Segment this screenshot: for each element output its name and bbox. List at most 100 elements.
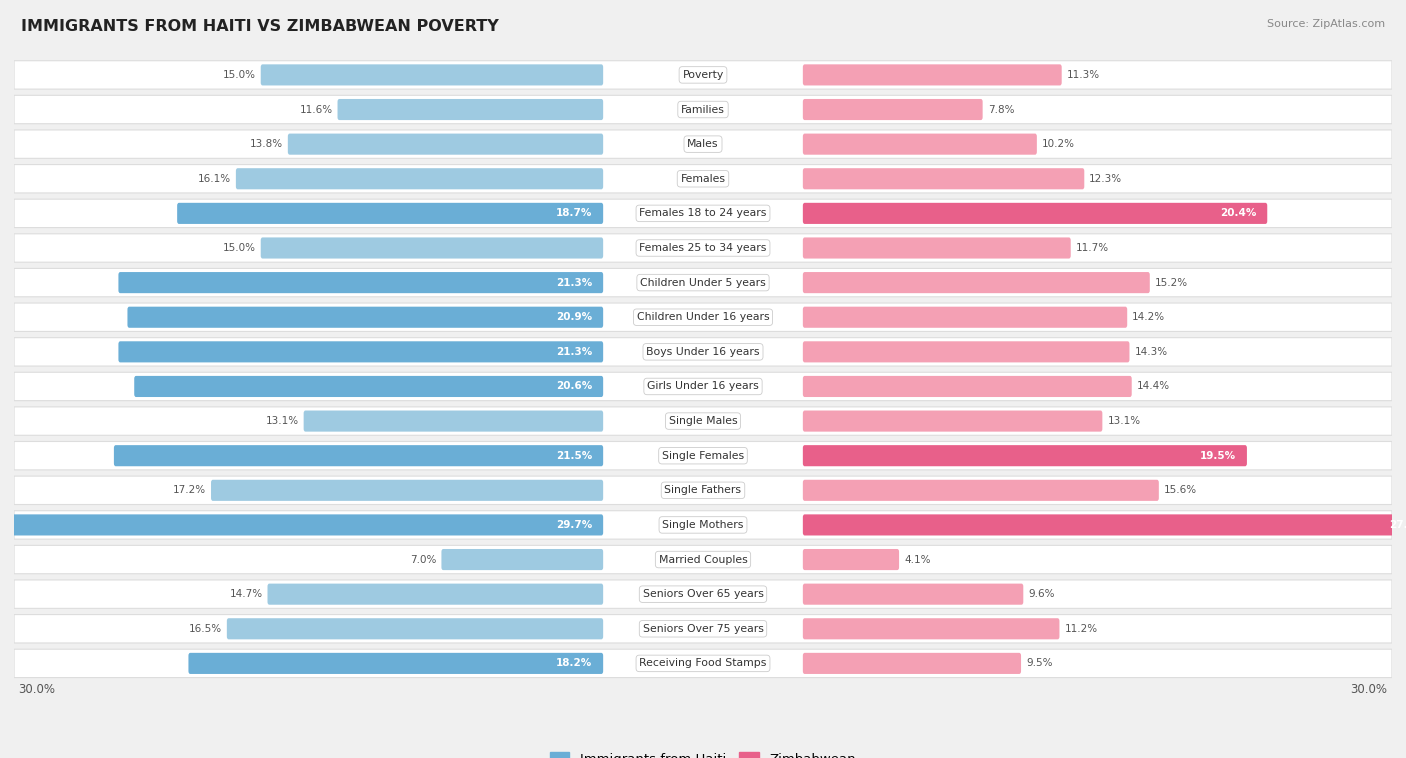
Text: Married Couples: Married Couples — [658, 555, 748, 565]
Text: 16.1%: 16.1% — [198, 174, 231, 183]
FancyBboxPatch shape — [803, 515, 1406, 535]
FancyBboxPatch shape — [14, 511, 1392, 539]
FancyBboxPatch shape — [14, 96, 1392, 124]
FancyBboxPatch shape — [14, 130, 1392, 158]
Text: 9.6%: 9.6% — [1028, 589, 1054, 599]
Text: Poverty: Poverty — [682, 70, 724, 80]
FancyBboxPatch shape — [803, 64, 1062, 86]
FancyBboxPatch shape — [260, 64, 603, 86]
FancyBboxPatch shape — [803, 133, 1036, 155]
FancyBboxPatch shape — [260, 237, 603, 258]
Text: IMMIGRANTS FROM HAITI VS ZIMBABWEAN POVERTY: IMMIGRANTS FROM HAITI VS ZIMBABWEAN POVE… — [21, 19, 499, 34]
FancyBboxPatch shape — [803, 203, 1267, 224]
Text: 14.3%: 14.3% — [1135, 347, 1167, 357]
Text: 11.6%: 11.6% — [299, 105, 333, 114]
Text: Single Males: Single Males — [669, 416, 737, 426]
Text: 13.1%: 13.1% — [266, 416, 298, 426]
Text: 14.7%: 14.7% — [229, 589, 263, 599]
Text: 18.7%: 18.7% — [555, 208, 592, 218]
Text: 15.0%: 15.0% — [222, 70, 256, 80]
Text: 15.2%: 15.2% — [1154, 277, 1188, 287]
Text: 17.2%: 17.2% — [173, 485, 207, 495]
FancyBboxPatch shape — [14, 199, 1392, 227]
FancyBboxPatch shape — [14, 372, 1392, 401]
Text: 9.5%: 9.5% — [1026, 659, 1053, 669]
Text: Seniors Over 65 years: Seniors Over 65 years — [643, 589, 763, 599]
Text: Children Under 16 years: Children Under 16 years — [637, 312, 769, 322]
Text: 11.7%: 11.7% — [1076, 243, 1109, 253]
FancyBboxPatch shape — [14, 303, 1392, 331]
FancyBboxPatch shape — [803, 584, 1024, 605]
FancyBboxPatch shape — [14, 649, 1392, 678]
FancyBboxPatch shape — [14, 164, 1392, 193]
Text: 21.3%: 21.3% — [555, 277, 592, 287]
FancyBboxPatch shape — [441, 549, 603, 570]
Text: 21.3%: 21.3% — [555, 347, 592, 357]
FancyBboxPatch shape — [177, 203, 603, 224]
FancyBboxPatch shape — [14, 615, 1392, 643]
FancyBboxPatch shape — [803, 168, 1084, 190]
Text: 20.6%: 20.6% — [555, 381, 592, 391]
Text: 30.0%: 30.0% — [1350, 683, 1388, 696]
FancyBboxPatch shape — [14, 441, 1392, 470]
Text: 13.1%: 13.1% — [1108, 416, 1140, 426]
Text: 12.3%: 12.3% — [1090, 174, 1122, 183]
Text: Receiving Food Stamps: Receiving Food Stamps — [640, 659, 766, 669]
Text: 19.5%: 19.5% — [1199, 451, 1236, 461]
Text: Females 25 to 34 years: Females 25 to 34 years — [640, 243, 766, 253]
FancyBboxPatch shape — [211, 480, 603, 501]
Text: Females: Females — [681, 174, 725, 183]
Text: Females 18 to 24 years: Females 18 to 24 years — [640, 208, 766, 218]
Text: Males: Males — [688, 139, 718, 149]
FancyBboxPatch shape — [14, 337, 1392, 366]
FancyBboxPatch shape — [14, 580, 1392, 609]
Text: 20.4%: 20.4% — [1220, 208, 1257, 218]
Text: 14.4%: 14.4% — [1136, 381, 1170, 391]
FancyBboxPatch shape — [0, 515, 603, 535]
Text: 14.2%: 14.2% — [1132, 312, 1166, 322]
Legend: Immigrants from Haiti, Zimbabwean: Immigrants from Haiti, Zimbabwean — [544, 747, 862, 758]
Text: 20.9%: 20.9% — [557, 312, 592, 322]
FancyBboxPatch shape — [803, 341, 1129, 362]
Text: 11.2%: 11.2% — [1064, 624, 1098, 634]
FancyBboxPatch shape — [803, 411, 1102, 431]
FancyBboxPatch shape — [128, 307, 603, 327]
FancyBboxPatch shape — [304, 411, 603, 431]
Text: Source: ZipAtlas.com: Source: ZipAtlas.com — [1267, 19, 1385, 29]
FancyBboxPatch shape — [134, 376, 603, 397]
Text: Boys Under 16 years: Boys Under 16 years — [647, 347, 759, 357]
FancyBboxPatch shape — [267, 584, 603, 605]
FancyBboxPatch shape — [14, 407, 1392, 435]
FancyBboxPatch shape — [14, 233, 1392, 262]
FancyBboxPatch shape — [14, 545, 1392, 574]
FancyBboxPatch shape — [803, 307, 1128, 327]
Text: 30.0%: 30.0% — [18, 683, 56, 696]
FancyBboxPatch shape — [803, 653, 1021, 674]
FancyBboxPatch shape — [14, 61, 1392, 89]
FancyBboxPatch shape — [803, 480, 1159, 501]
Text: 11.3%: 11.3% — [1067, 70, 1099, 80]
Text: 7.8%: 7.8% — [987, 105, 1014, 114]
Text: 27.9%: 27.9% — [1389, 520, 1406, 530]
Text: Girls Under 16 years: Girls Under 16 years — [647, 381, 759, 391]
Text: Families: Families — [681, 105, 725, 114]
Text: Seniors Over 75 years: Seniors Over 75 years — [643, 624, 763, 634]
Text: 4.1%: 4.1% — [904, 555, 931, 565]
Text: 15.6%: 15.6% — [1164, 485, 1197, 495]
FancyBboxPatch shape — [118, 272, 603, 293]
FancyBboxPatch shape — [803, 99, 983, 120]
FancyBboxPatch shape — [118, 341, 603, 362]
Text: 13.8%: 13.8% — [250, 139, 283, 149]
FancyBboxPatch shape — [288, 133, 603, 155]
FancyBboxPatch shape — [14, 268, 1392, 297]
Text: 21.5%: 21.5% — [555, 451, 592, 461]
Text: 7.0%: 7.0% — [411, 555, 436, 565]
Text: 16.5%: 16.5% — [188, 624, 222, 634]
FancyBboxPatch shape — [803, 272, 1150, 293]
FancyBboxPatch shape — [803, 619, 1060, 639]
Text: Single Mothers: Single Mothers — [662, 520, 744, 530]
FancyBboxPatch shape — [337, 99, 603, 120]
Text: 15.0%: 15.0% — [222, 243, 256, 253]
Text: 10.2%: 10.2% — [1042, 139, 1074, 149]
FancyBboxPatch shape — [188, 653, 603, 674]
